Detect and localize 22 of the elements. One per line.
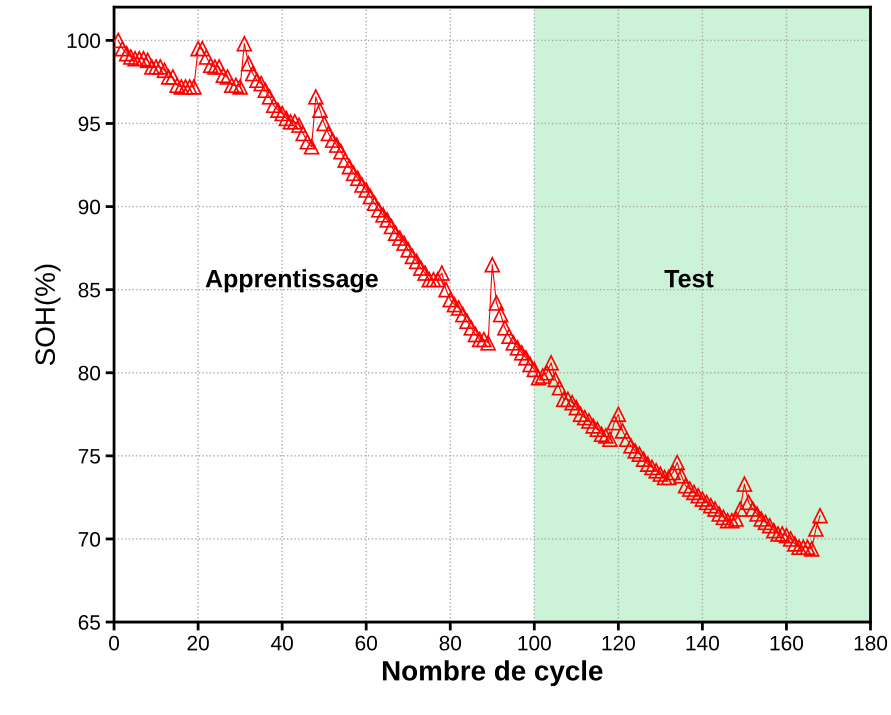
annotation: Apprentissage <box>206 269 378 292</box>
x-tick-label: 180 <box>854 636 888 651</box>
y-tick-label: 85 <box>78 282 100 298</box>
y-tick-label: 90 <box>78 200 100 214</box>
x-tick-label: 60 <box>356 636 377 651</box>
x-tick-label: 40 <box>271 636 293 651</box>
y-tick-label: 80 <box>78 366 100 381</box>
x-tick-label: 80 <box>440 636 462 651</box>
annotation: Test <box>664 270 714 288</box>
y-tick-label: 100 <box>68 33 100 48</box>
x-tick-label: 120 <box>602 636 635 651</box>
y-axis-title: SOH(%) <box>34 264 61 366</box>
x-tick-label: 20 <box>188 636 209 651</box>
x-axis-title: Nombre de cycle <box>382 660 602 686</box>
x-tick-label: 100 <box>518 636 551 651</box>
y-tick-label: 65 <box>78 615 100 630</box>
x-tick-label: 0 <box>109 636 120 651</box>
y-tick-label: 70 <box>78 532 100 547</box>
y-tick-label: 95 <box>78 116 100 132</box>
y-tick-label: 75 <box>78 449 100 464</box>
x-tick-label: 140 <box>686 636 719 651</box>
x-tick-label: 160 <box>770 636 804 651</box>
